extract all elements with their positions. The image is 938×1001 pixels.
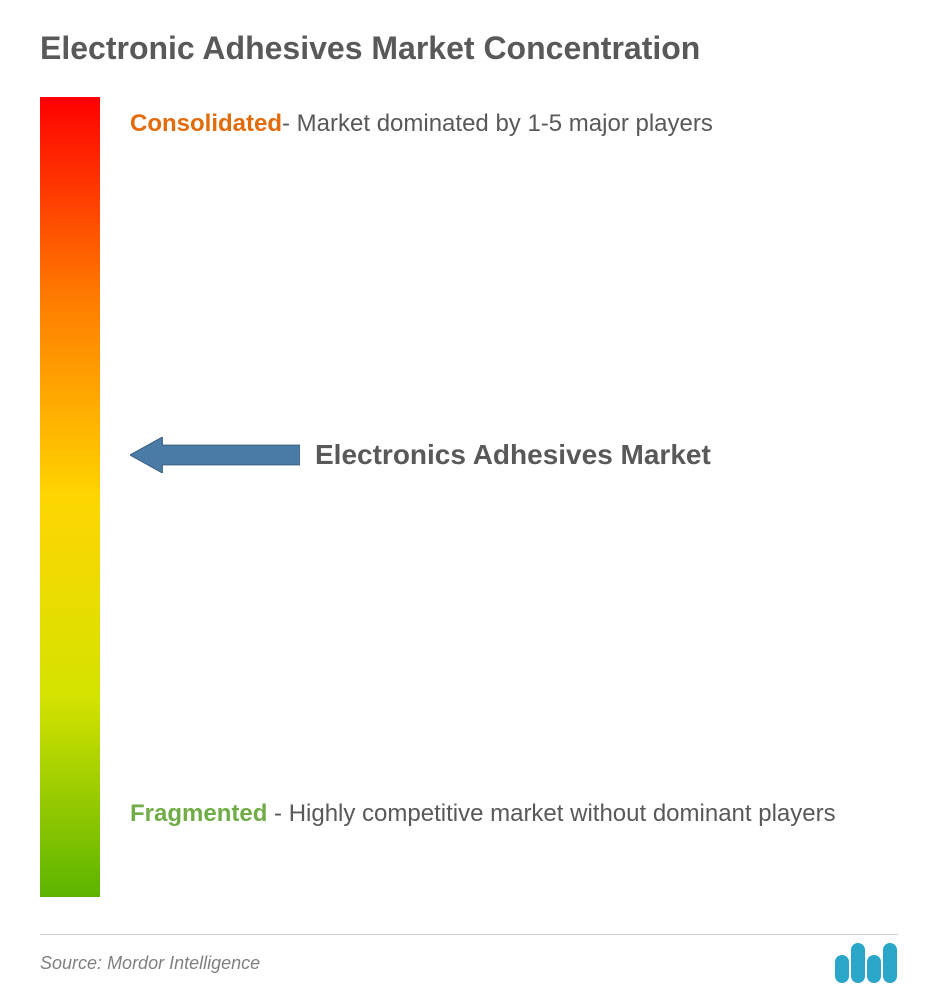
market-position-indicator: Electronics Adhesives Market bbox=[130, 437, 878, 473]
fragmented-label: Fragmented bbox=[130, 800, 267, 827]
logo-bar bbox=[883, 943, 897, 983]
logo-bar bbox=[867, 955, 881, 983]
market-name-label: Electronics Adhesives Market bbox=[315, 439, 711, 471]
fragmented-description: Fragmented - Highly competitive market w… bbox=[130, 792, 878, 835]
consolidated-description: Consolidated- Market dominated by 1-5 ma… bbox=[130, 102, 878, 145]
descriptions: Consolidated- Market dominated by 1-5 ma… bbox=[100, 97, 898, 897]
chart-container: Electronic Adhesives Market Concentratio… bbox=[0, 0, 938, 1001]
source-attribution: Source: Mordor Intelligence bbox=[40, 953, 260, 974]
logo-bar bbox=[851, 943, 865, 983]
chart-title: Electronic Adhesives Market Concentratio… bbox=[40, 30, 898, 67]
consolidated-label: Consolidated bbox=[130, 110, 282, 137]
left-arrow-icon bbox=[130, 437, 300, 473]
mordor-logo-icon bbox=[834, 943, 898, 983]
source-prefix: Source: bbox=[40, 953, 102, 973]
consolidated-text: - Market dominated by 1-5 major players bbox=[282, 110, 713, 137]
content-area: Consolidated- Market dominated by 1-5 ma… bbox=[40, 97, 898, 897]
source-name: Mordor Intelligence bbox=[107, 953, 260, 973]
logo-bar bbox=[835, 955, 849, 983]
fragmented-text: - Highly competitive market without domi… bbox=[267, 800, 835, 827]
concentration-gradient-bar bbox=[40, 97, 100, 897]
footer: Source: Mordor Intelligence bbox=[40, 934, 898, 983]
